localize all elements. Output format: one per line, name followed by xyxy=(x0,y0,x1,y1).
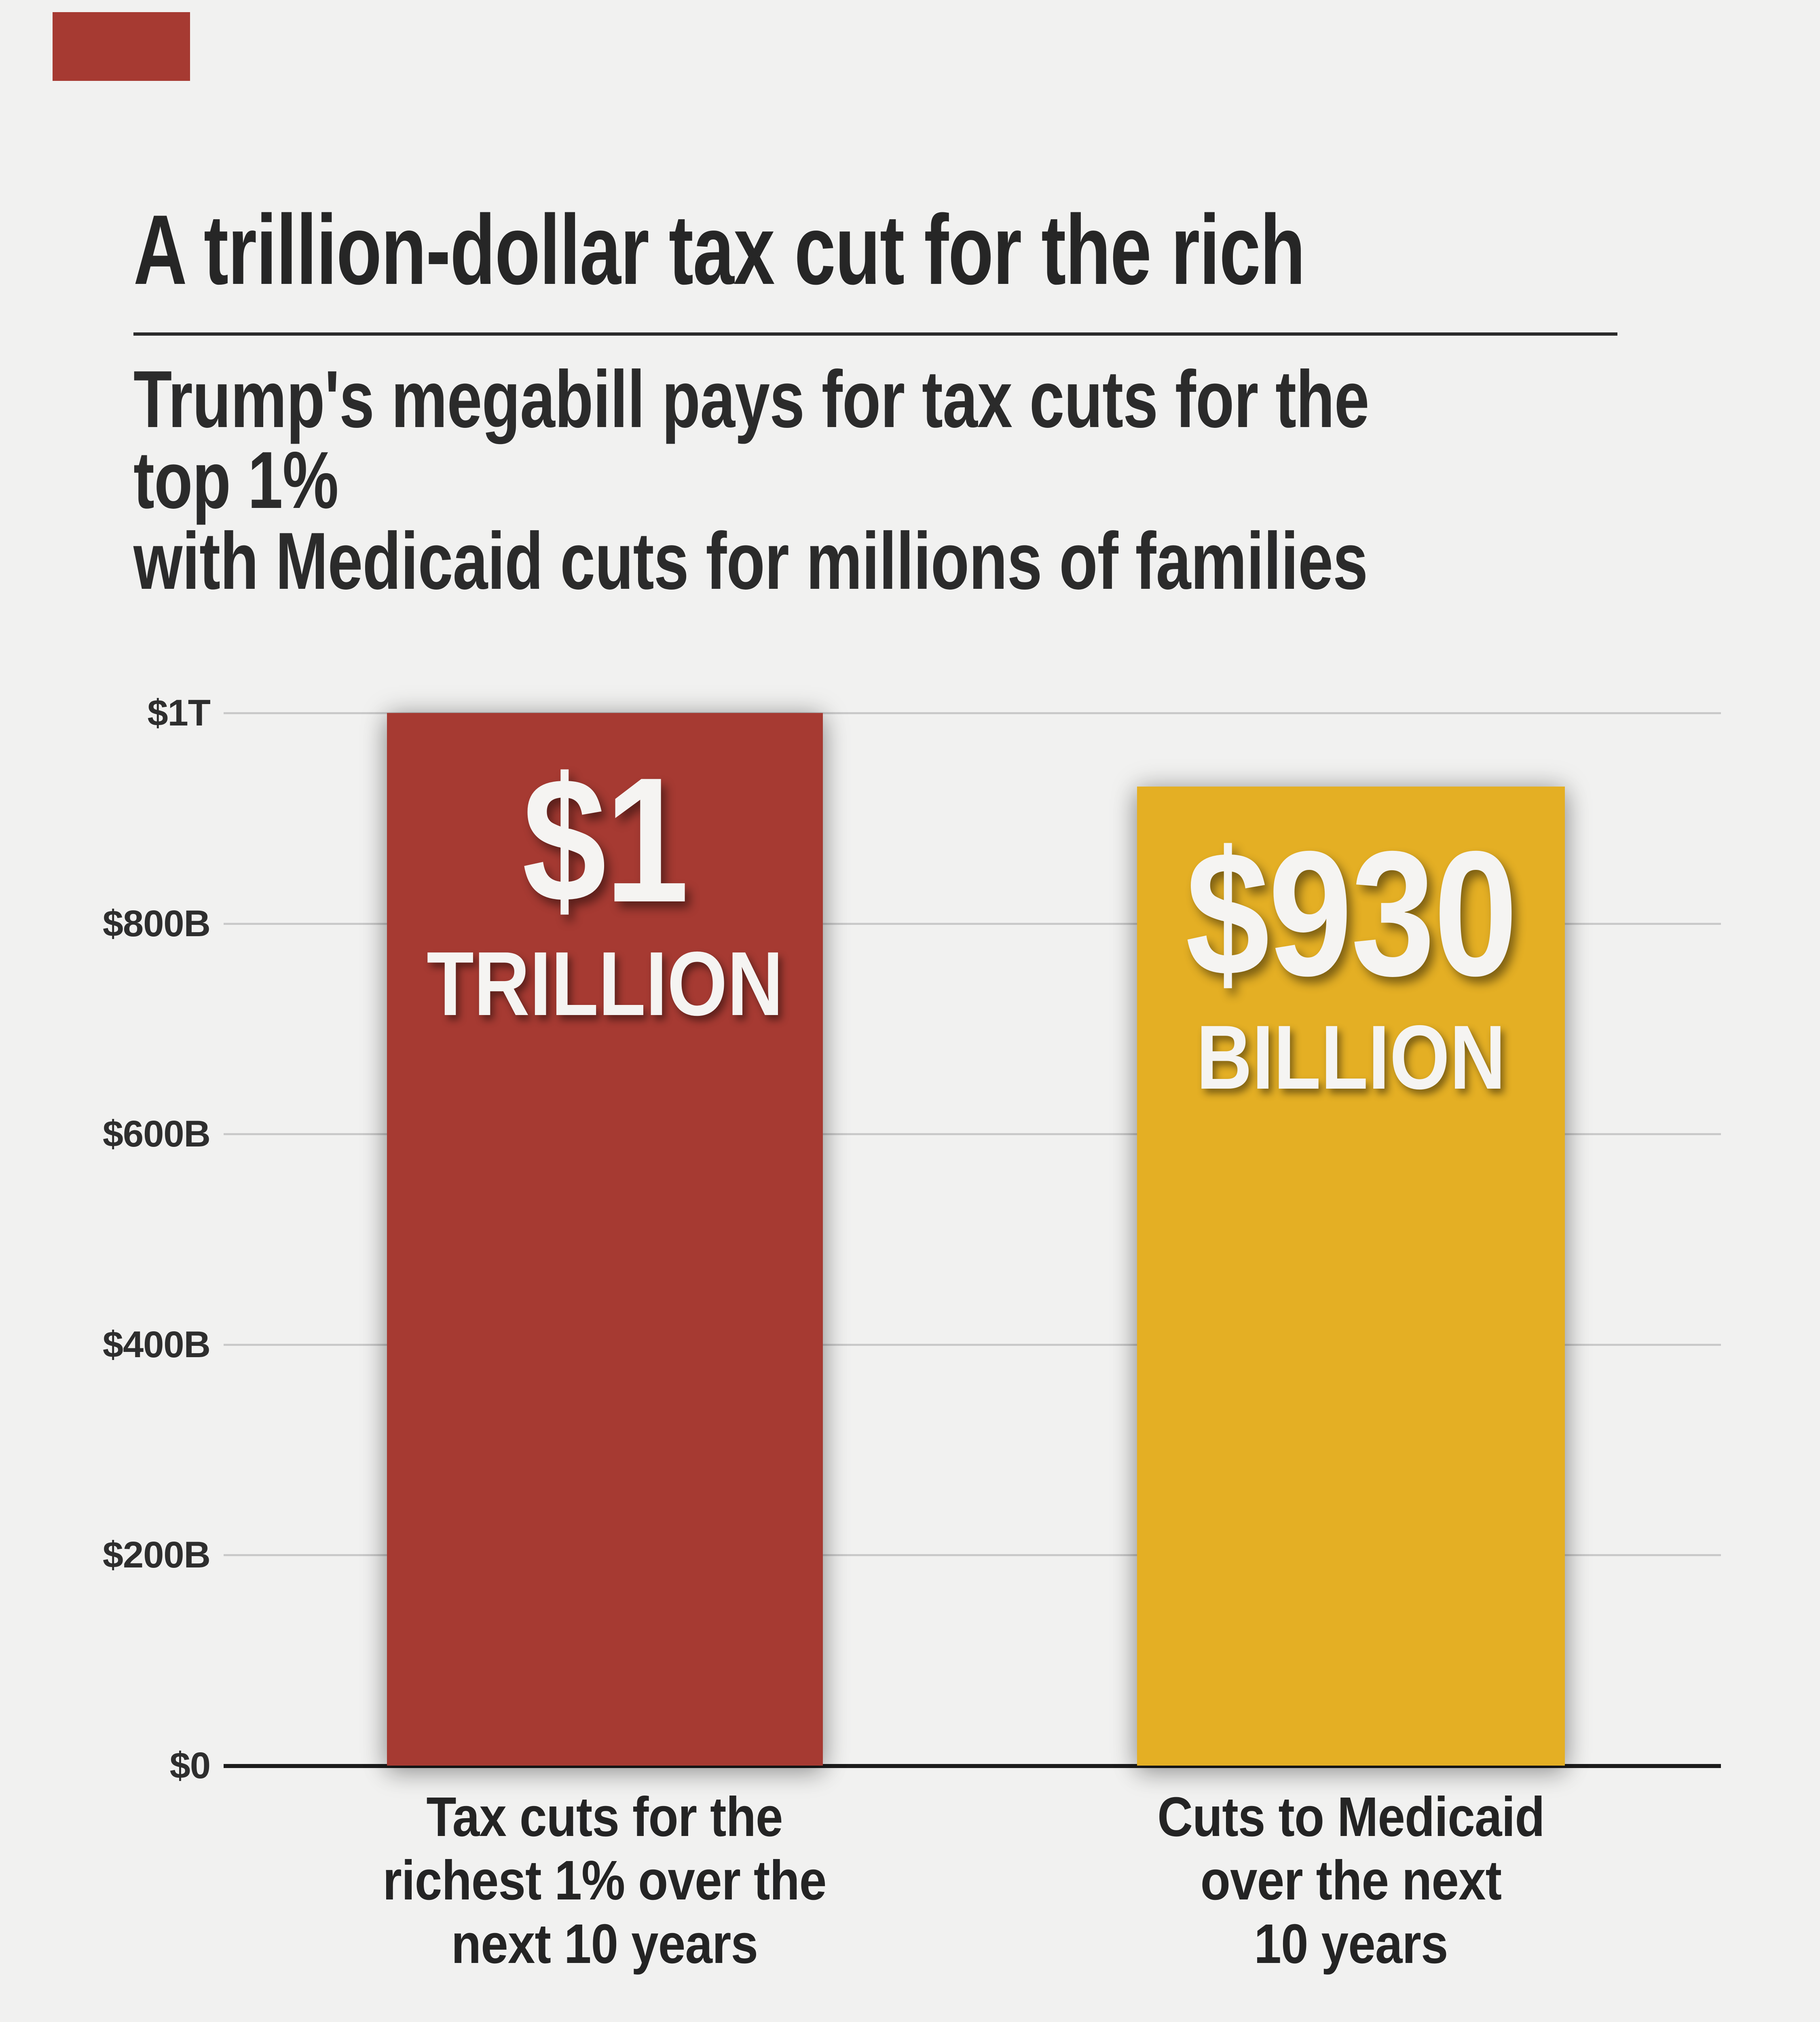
gridline xyxy=(224,712,1721,714)
y-axis-tick-label: $400B xyxy=(102,1324,211,1365)
gridline xyxy=(224,922,1721,925)
y-axis-tick-label: $200B xyxy=(102,1534,211,1576)
bar-value-label: $930 xyxy=(1185,814,1518,1013)
page-subtitle: Trump's megabill pays for tax cuts for t… xyxy=(133,354,1369,606)
bar-unit-label: TRILLION xyxy=(427,933,783,1034)
gridline xyxy=(224,1343,1721,1346)
brand-badge xyxy=(53,12,190,81)
y-axis-tick-label: $0 xyxy=(169,1745,211,1786)
gridline xyxy=(224,1133,1721,1136)
bar-unit-label: BILLION xyxy=(1196,1006,1506,1108)
title-divider xyxy=(133,332,1617,336)
category-label: Tax cuts for the richest 1% over the nex… xyxy=(383,1786,827,1975)
bar-tax-cuts: $1 TRILLION xyxy=(387,713,823,1766)
bar-medicaid-cuts: $930 BILLION xyxy=(1137,787,1565,1766)
category-label: Cuts to Medicaid over the next 10 years xyxy=(1157,1786,1545,1975)
bar-value-label: $1 xyxy=(522,741,689,939)
y-axis-tick-label: $600B xyxy=(102,1113,211,1155)
y-axis-tick-label: $1T xyxy=(147,692,211,734)
page-title: A trillion-dollar tax cut for the rich xyxy=(133,194,1305,305)
x-axis-line xyxy=(224,1764,1721,1768)
y-axis-tick-label: $800B xyxy=(102,903,211,944)
gridline xyxy=(224,1554,1721,1557)
